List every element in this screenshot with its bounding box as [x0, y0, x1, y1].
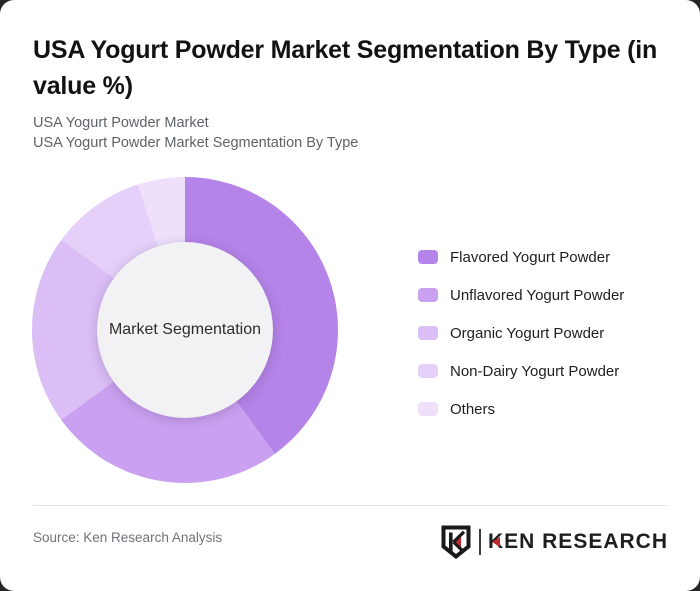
legend: Flavored Yogurt Powder Unflavored Yogurt …	[418, 238, 624, 428]
donut-hole: Market Segmentation	[97, 242, 273, 418]
footer-divider	[33, 505, 667, 506]
subtitle: USA Yogurt Powder Market USA Yogurt Powd…	[33, 113, 358, 153]
legend-label: Organic Yogurt Powder	[450, 324, 605, 342]
page-title: USA Yogurt Powder Market Segmentation By…	[33, 36, 658, 100]
legend-item[interactable]: Non-Dairy Yogurt Powder	[418, 352, 624, 390]
legend-label: Flavored Yogurt Powder	[450, 248, 611, 266]
donut-center-label: Market Segmentation	[108, 321, 262, 338]
legend-swatch	[418, 288, 438, 302]
subtitle-line-2: USA Yogurt Powder Market Segmentation By…	[33, 135, 359, 151]
legend-label: Unflavored Yogurt Powder	[450, 286, 625, 304]
legend-item[interactable]: Others	[418, 390, 624, 428]
legend-label: Non-Dairy Yogurt Powder	[450, 362, 620, 380]
legend-swatch	[418, 364, 438, 378]
shield-k-icon	[441, 525, 471, 559]
source-text: Source: Ken Research Analysis	[33, 530, 223, 545]
red-triangle-icon	[492, 537, 501, 547]
brand-wordmark: KEN RESEARCH	[487, 530, 668, 553]
legend-swatch	[418, 402, 438, 416]
legend-item[interactable]: Flavored Yogurt Powder	[418, 238, 624, 276]
legend-swatch	[418, 250, 438, 264]
legend-item[interactable]: Organic Yogurt Powder	[418, 314, 624, 352]
legend-label: Others	[450, 400, 496, 418]
logo-separator	[478, 529, 481, 555]
brand-logo: KEN RESEARCH	[441, 523, 668, 561]
legend-item[interactable]: Unflavored Yogurt Powder	[418, 276, 624, 314]
subtitle-line-1: USA Yogurt Powder Market	[33, 115, 209, 131]
legend-swatch	[418, 326, 438, 340]
donut-chart[interactable]: Market Segmentation	[32, 177, 338, 483]
